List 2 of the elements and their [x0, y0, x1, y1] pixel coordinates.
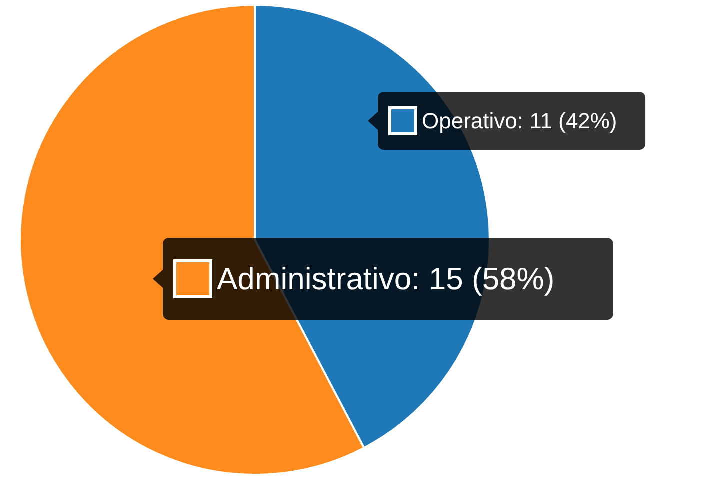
legend-label: Administrativo: 15 (58%)	[217, 262, 555, 296]
legend-label: Operativo: 11 (42%)	[422, 108, 618, 134]
